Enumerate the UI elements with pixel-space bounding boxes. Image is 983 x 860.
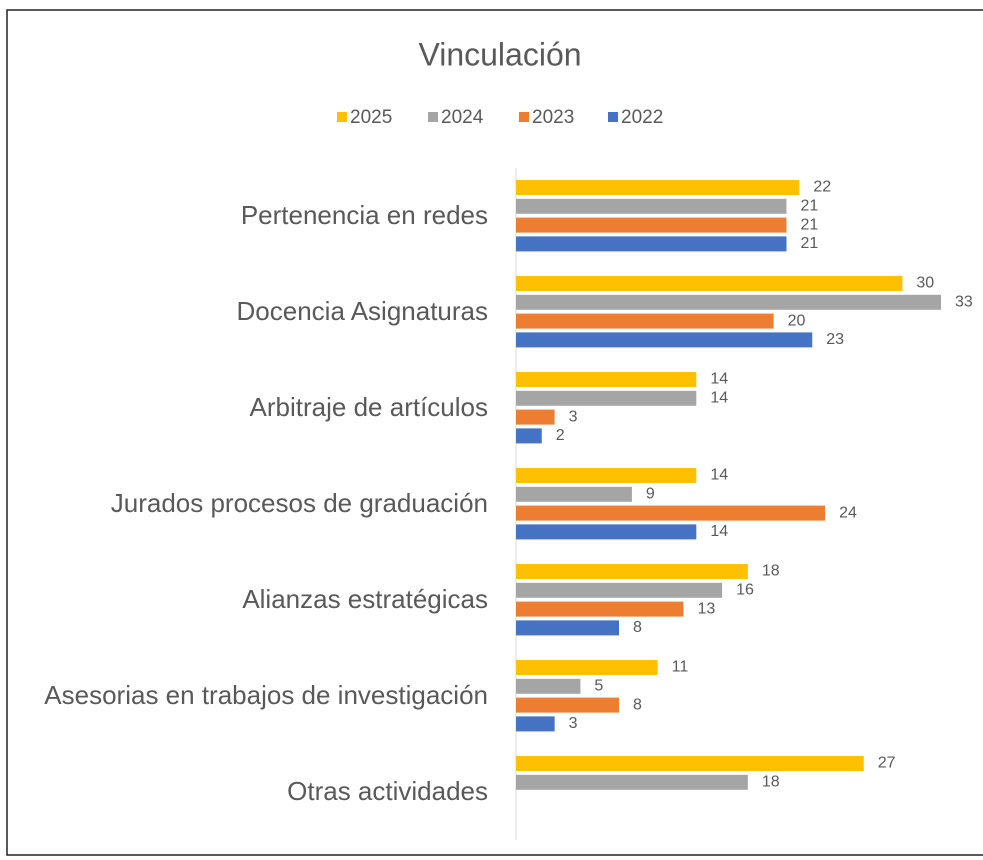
bar — [516, 372, 697, 387]
value-label: 33 — [955, 294, 973, 311]
value-label: 24 — [839, 504, 857, 521]
category-label: Asesorias en trabajos de investigación — [44, 680, 488, 710]
value-label: 8 — [633, 696, 642, 713]
category-label: Docencia Asignaturas — [236, 296, 488, 326]
legend-swatch — [428, 112, 438, 122]
value-label: 9 — [646, 486, 655, 503]
bar — [516, 505, 826, 521]
value-label: 21 — [800, 198, 818, 215]
bar — [516, 217, 787, 233]
bar — [516, 660, 658, 675]
value-label: 22 — [813, 179, 831, 196]
value-label: 2 — [556, 427, 565, 444]
value-label: 18 — [762, 774, 780, 791]
bar — [516, 582, 723, 598]
value-label: 5 — [594, 678, 603, 695]
value-label: 27 — [878, 755, 896, 772]
bar — [516, 294, 942, 310]
bar — [516, 180, 800, 195]
category-label: Jurados procesos de graduación — [110, 488, 488, 518]
category-label: Alianzas estratégicas — [242, 584, 488, 614]
value-label: 21 — [800, 216, 818, 233]
value-label: 14 — [710, 467, 728, 484]
value-label: 18 — [762, 563, 780, 580]
value-label: 13 — [697, 600, 715, 617]
category-label: Otras actividades — [287, 776, 488, 806]
legend-label: 2022 — [621, 107, 663, 128]
value-label: 14 — [710, 523, 728, 540]
category-label: Pertenencia en redes — [240, 200, 488, 230]
bar — [516, 486, 632, 502]
legend-swatch — [608, 112, 618, 122]
bar — [516, 236, 787, 252]
value-label: 21 — [800, 235, 818, 252]
bar — [516, 313, 774, 329]
legend-label: 2024 — [441, 107, 484, 128]
chart-title: Vinculación — [418, 36, 581, 72]
bar — [516, 756, 864, 771]
value-label: 3 — [569, 408, 578, 425]
bar — [516, 620, 620, 636]
legend-swatch — [337, 112, 347, 122]
bar — [516, 524, 697, 540]
value-label: 20 — [788, 312, 806, 329]
category-label: Arbitraje de artículos — [249, 392, 488, 422]
legend-label: 2023 — [532, 107, 574, 128]
value-label: 3 — [569, 715, 578, 732]
bar — [516, 409, 555, 425]
legend-swatch — [519, 112, 529, 122]
value-label: 8 — [633, 619, 642, 636]
bar — [516, 678, 581, 694]
bar — [516, 697, 620, 713]
value-label: 23 — [826, 331, 844, 348]
bar — [516, 601, 684, 617]
bar — [516, 276, 903, 291]
value-label: 14 — [710, 390, 728, 407]
bar — [516, 468, 697, 483]
bar — [516, 332, 813, 348]
bar — [516, 428, 542, 444]
value-label: 16 — [736, 582, 754, 599]
value-label: 14 — [710, 371, 728, 388]
legend-label: 2025 — [350, 107, 392, 128]
value-label: 11 — [672, 659, 689, 676]
bar — [516, 390, 697, 406]
frame — [6, 9, 983, 856]
value-label: 30 — [916, 275, 934, 292]
bar — [516, 716, 555, 732]
bar — [516, 774, 748, 790]
bar — [516, 198, 787, 214]
bar — [516, 564, 748, 579]
